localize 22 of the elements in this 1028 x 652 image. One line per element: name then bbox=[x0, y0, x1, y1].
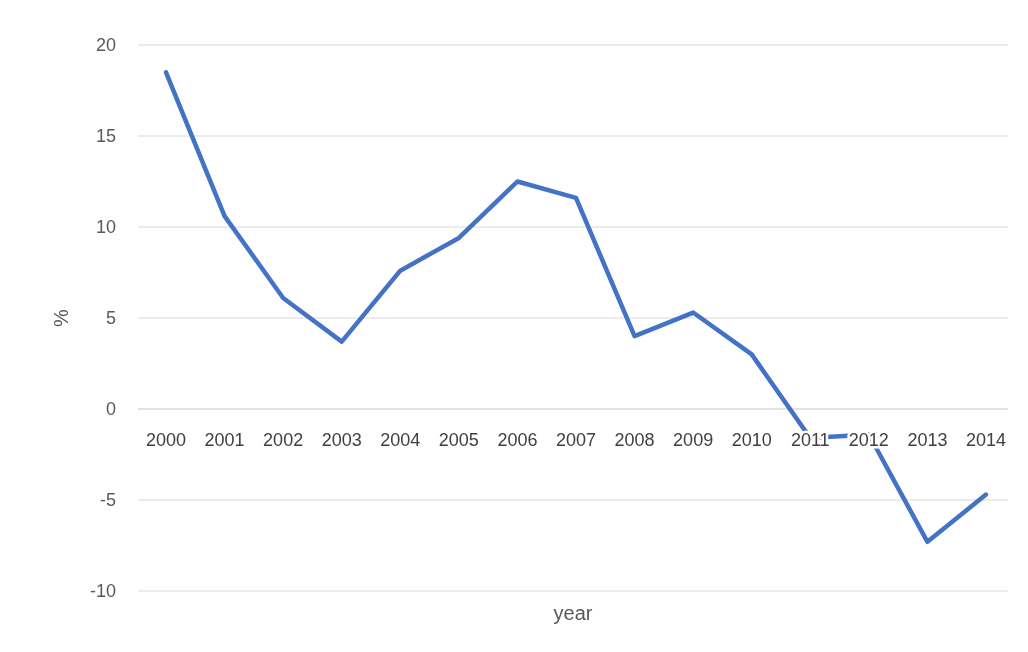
x-tick-label: 2001 bbox=[204, 430, 245, 450]
x-tick-label: 2008 bbox=[614, 430, 655, 450]
x-tick-label: 2013 bbox=[907, 430, 948, 450]
y-tick-label: 20 bbox=[95, 35, 116, 56]
x-tick-label: 2014 bbox=[965, 430, 1007, 450]
y-tick-label: 10 bbox=[95, 217, 116, 238]
y-tick-label: 5 bbox=[105, 308, 116, 329]
x-tick-label: 2004 bbox=[380, 430, 421, 450]
x-tick-label: 2000 bbox=[145, 430, 187, 450]
x-tick-label: 2003 bbox=[321, 430, 362, 450]
x-tick-label: 2007 bbox=[555, 430, 597, 450]
x-tick-label: 2006 bbox=[497, 430, 538, 450]
y-tick-label: -5 bbox=[99, 490, 116, 511]
y-tick-label: 15 bbox=[95, 126, 116, 147]
x-axis-title: year bbox=[553, 602, 593, 624]
y-axis-title: % bbox=[50, 308, 72, 327]
x-tick-label: 2009 bbox=[673, 430, 714, 450]
x-tick-label: 2002 bbox=[263, 430, 304, 450]
x-tick-label: 2005 bbox=[438, 430, 479, 450]
y-tick-label: -10 bbox=[89, 581, 116, 602]
x-tick-label: 2010 bbox=[731, 430, 772, 450]
y-tick-label: 0 bbox=[105, 399, 116, 420]
